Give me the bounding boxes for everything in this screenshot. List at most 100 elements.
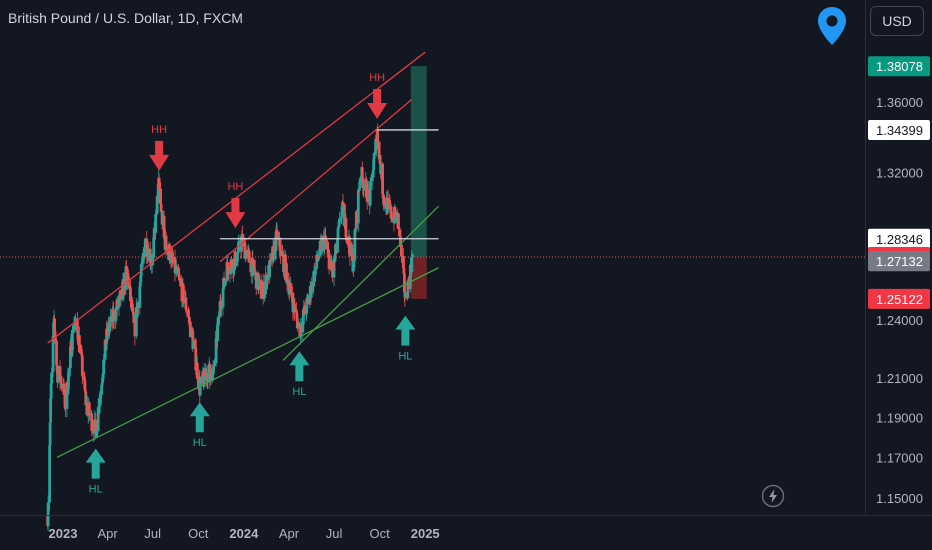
candle-body [375, 138, 379, 150]
candle-body [338, 218, 341, 222]
candle-body [192, 340, 196, 342]
price-label-box [868, 288, 930, 309]
candle-body [319, 240, 323, 242]
candle-body [244, 249, 248, 259]
candle-body [379, 163, 383, 174]
candle-body [80, 356, 84, 376]
candle-body [148, 248, 152, 263]
candle-body [236, 251, 240, 254]
candle-body [362, 185, 366, 191]
x-tick-label: 2025 [411, 526, 440, 541]
candle-body [344, 218, 348, 238]
candle-body [218, 311, 221, 318]
candle-body [410, 254, 414, 258]
candle-body [334, 244, 338, 253]
candle-body [73, 322, 77, 324]
candle-body [259, 280, 263, 299]
candle-body [399, 236, 402, 247]
candle-body [55, 340, 58, 365]
candle-body [363, 188, 367, 191]
x-tick-label: Jul [144, 526, 161, 541]
support-trendline-3[interactable] [56, 267, 439, 458]
candle-body [220, 307, 223, 310]
candle-body [327, 253, 331, 270]
up-arrow-icon [85, 448, 106, 479]
hh-label-3: HH [369, 72, 385, 84]
support-trendline-4[interactable] [282, 205, 440, 361]
candle-body [140, 263, 144, 265]
candle-body [109, 316, 112, 323]
candle-body [263, 289, 267, 299]
candle-body [83, 389, 87, 392]
candle-body [56, 373, 60, 383]
candle-body [133, 322, 137, 337]
candle-body [124, 266, 128, 290]
y-tick-label: 1.19000 [876, 410, 923, 425]
candle-body [247, 250, 251, 252]
resistance-trendline-1[interactable] [47, 51, 426, 344]
candle-body [156, 184, 160, 203]
map-pin-icon[interactable] [817, 6, 847, 46]
candle-body [364, 179, 368, 182]
candle-body [306, 297, 310, 300]
candle-body [154, 213, 158, 233]
up-arrow-icon [189, 402, 210, 433]
candle-body [84, 402, 88, 406]
candle-body [162, 215, 166, 238]
candle-body [343, 204, 346, 227]
candle-body [245, 254, 249, 259]
candle-body [188, 321, 192, 338]
candle-body [101, 379, 105, 383]
candle-body [105, 328, 109, 344]
candle-body [303, 306, 307, 315]
candle-body [184, 309, 188, 311]
candle-body [206, 374, 210, 383]
candle-body [129, 296, 133, 308]
currency-button[interactable]: USD [870, 6, 924, 36]
candle-body [211, 368, 215, 381]
candle-body [393, 207, 397, 218]
candle-body [64, 407, 67, 410]
candle-body [181, 283, 185, 286]
candle-body [105, 328, 109, 335]
candle-body [193, 340, 197, 348]
candle-body [48, 444, 52, 503]
candle-body [282, 254, 286, 273]
candle-body [325, 242, 329, 249]
candle-body [166, 251, 170, 255]
candle-body [274, 231, 278, 252]
candle-body [265, 277, 269, 289]
price-label-box [868, 228, 930, 249]
candle-body [316, 258, 320, 260]
candle-body [125, 267, 129, 270]
candle-body [257, 279, 261, 282]
candle-body [72, 324, 76, 326]
candle-body [186, 311, 190, 317]
resistance-trendline-2[interactable] [219, 98, 413, 263]
candle-body [74, 318, 78, 323]
candle-body [268, 260, 272, 262]
candle-body [386, 198, 390, 200]
candle-body [155, 195, 159, 214]
candle-body [93, 419, 97, 421]
candle-body [400, 255, 404, 257]
candle-body [372, 153, 376, 160]
candle-body [152, 228, 156, 238]
candle-body [313, 270, 317, 282]
candle-body [292, 305, 296, 313]
take-profit-zone[interactable] [410, 66, 427, 257]
candle-body [208, 364, 212, 373]
x-tick-label: 2023 [49, 526, 78, 541]
candle-body [353, 228, 357, 230]
lightning-icon[interactable] [761, 484, 785, 508]
hl-label-5: HL [193, 437, 207, 449]
candle-body [63, 389, 67, 408]
candle-body [240, 234, 244, 246]
candle-body [340, 206, 344, 217]
candle-body [87, 402, 91, 415]
price-label-box [868, 119, 930, 140]
candles [46, 123, 414, 532]
candle-body [161, 215, 164, 225]
candle-body [299, 325, 303, 332]
